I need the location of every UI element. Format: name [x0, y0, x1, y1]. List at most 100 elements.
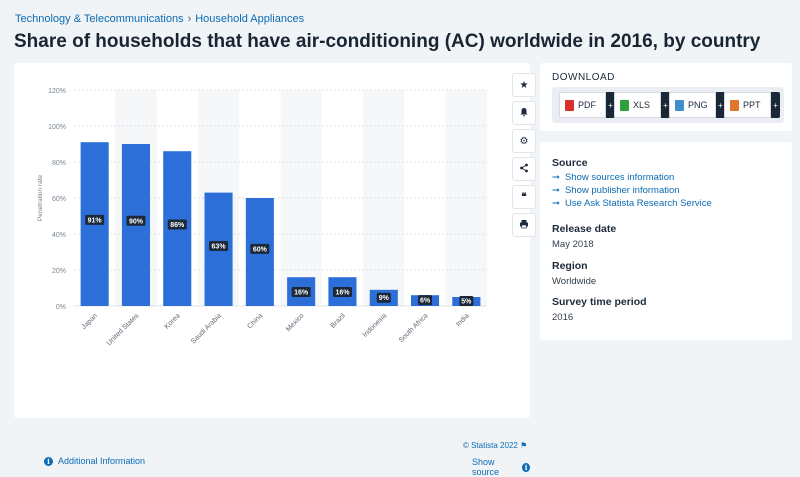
- breadcrumb-subcategory[interactable]: Household Appliances: [195, 13, 305, 25]
- settings-button[interactable]: ⚙: [512, 129, 536, 153]
- arrow-right-icon: ➞: [552, 172, 560, 183]
- data-label-bg: [85, 214, 105, 225]
- y-tick-label: 40%: [52, 232, 66, 239]
- data-label-bg: [418, 295, 433, 306]
- arrow-right-icon: ➞: [552, 185, 560, 196]
- x-tick-label: Brazil: [330, 312, 348, 330]
- xls-label: XLS: [633, 100, 651, 110]
- survey-period-value: 2016: [552, 312, 574, 323]
- print-button[interactable]: [512, 213, 536, 237]
- download-png-plus[interactable]: +: [716, 92, 725, 118]
- share-icon: [519, 163, 529, 176]
- region-value: Worldwide: [552, 276, 597, 287]
- download-xls-button[interactable]: XLS: [614, 92, 661, 118]
- show-sources-link[interactable]: ➞ Show sources information: [552, 172, 712, 183]
- y-tick-label: 80%: [52, 160, 66, 167]
- data-label-bg: [209, 241, 229, 252]
- data-label-bg: [332, 287, 352, 298]
- x-tick-label: Mexico: [285, 312, 306, 333]
- download-title: DOWNLOAD: [552, 72, 615, 83]
- page-title: Share of households that have air-condit…: [14, 31, 761, 52]
- download-pdf-plus[interactable]: +: [606, 92, 615, 118]
- breadcrumb-separator: ›: [187, 13, 192, 25]
- gear-icon: ⚙: [519, 135, 529, 147]
- download-buttons: PDF + XLS + PNG + PPT +: [552, 87, 784, 123]
- download-card: DOWNLOAD PDF + XLS + PNG + PPT +: [540, 63, 792, 131]
- pdf-label: PDF: [578, 100, 596, 110]
- y-tick-label: 0%: [56, 304, 66, 311]
- png-label: PNG: [688, 100, 708, 110]
- ppt-label: PPT: [743, 100, 761, 110]
- data-label: 5%: [461, 298, 472, 305]
- region-section: Region Worldwide: [552, 260, 596, 287]
- data-label: 63%: [212, 244, 227, 251]
- y-tick-label: 100%: [48, 124, 66, 131]
- download-ppt-button[interactable]: PPT: [724, 92, 771, 118]
- source-label: Source: [552, 157, 588, 169]
- download-pdf-button[interactable]: PDF: [559, 92, 606, 118]
- notification-button[interactable]: [512, 101, 536, 125]
- ask-statista-label: Use Ask Statista Research Service: [564, 198, 712, 209]
- x-tick-label: China: [246, 312, 264, 330]
- breadcrumb-category[interactable]: Technology & Telecommunications: [15, 13, 184, 25]
- chart-card: 0% 20% 40% 60% 80% 100% 120% Penetration rate 91…: [14, 63, 536, 477]
- x-tick-label: United States: [106, 312, 141, 347]
- source-section: Source ➞ Show sources information ➞ Show p…: [552, 157, 712, 209]
- print-icon: [519, 219, 529, 232]
- additional-information-label: Additional Information: [58, 456, 146, 466]
- data-label: 6%: [420, 298, 431, 305]
- breadcrumb: Technology & Telecommunications › Househol…: [15, 13, 304, 25]
- data-label: 91%: [88, 217, 103, 224]
- show-source-link[interactable]: Show source i: [472, 457, 530, 477]
- x-tick-label: South Africa: [398, 312, 430, 344]
- xls-icon: [620, 99, 629, 111]
- y-axis-label: Penetration rate: [37, 174, 44, 221]
- survey-period-label: Survey time period: [552, 296, 647, 308]
- release-date-value: May 2018: [552, 239, 594, 250]
- ask-statista-link[interactable]: ➞ Use Ask Statista Research Service: [552, 198, 712, 209]
- period-section: Survey time period 2016: [552, 296, 647, 323]
- x-tick-label: Japan: [81, 312, 100, 331]
- x-tick-label: Saudi Arabia: [190, 312, 223, 345]
- show-source-label: Show source: [472, 457, 500, 477]
- data-label: 86%: [170, 222, 185, 229]
- data-label: 16%: [294, 290, 309, 297]
- data-label-bg: [250, 243, 270, 254]
- bell-icon: [519, 107, 529, 120]
- pdf-icon: [565, 99, 574, 111]
- star-icon: ★: [519, 79, 529, 91]
- flag-icon: ⚑: [520, 441, 528, 450]
- data-label: 16%: [335, 290, 350, 297]
- data-label: 9%: [379, 295, 390, 302]
- statista-credit[interactable]: © Statista 2022 ⚑: [463, 441, 527, 450]
- data-label-bg: [167, 219, 187, 230]
- info-icon: i: [522, 462, 530, 472]
- download-ppt-plus[interactable]: +: [771, 92, 780, 118]
- share-button[interactable]: [512, 157, 536, 181]
- x-tick-label: Korea: [164, 312, 182, 330]
- x-tick-label: India: [455, 312, 471, 328]
- cite-button[interactable]: ❝: [512, 185, 536, 209]
- show-publisher-label: Show publisher information: [564, 185, 680, 196]
- download-xls-plus[interactable]: +: [661, 92, 670, 118]
- credit-text: © Statista 2022: [463, 441, 518, 450]
- show-publisher-link[interactable]: ➞ Show publisher information: [552, 185, 712, 196]
- y-tick-label: 120%: [48, 88, 66, 95]
- data-label-bg: [126, 215, 146, 226]
- additional-information-link[interactable]: i Additional Information: [44, 456, 145, 466]
- release-date-label: Release date: [552, 223, 617, 235]
- arrow-right-icon: ➞: [552, 198, 560, 209]
- data-label: 90%: [129, 218, 144, 225]
- y-tick-label: 60%: [52, 196, 66, 203]
- data-label-bg: [291, 287, 311, 298]
- quote-icon: ❝: [521, 191, 527, 203]
- download-png-button[interactable]: PNG: [669, 92, 716, 118]
- y-tick-label: 20%: [52, 268, 66, 275]
- data-label-bg: [376, 292, 391, 303]
- bar-chart: 0% 20% 40% 60% 80% 100% 120% Penetration rate 91…: [37, 88, 487, 347]
- favorite-button[interactable]: ★: [512, 73, 536, 97]
- show-sources-label: Show sources information: [564, 172, 675, 183]
- png-icon: [675, 99, 684, 111]
- release-section: Release date May 2018: [552, 223, 616, 250]
- data-label: 60%: [253, 246, 268, 253]
